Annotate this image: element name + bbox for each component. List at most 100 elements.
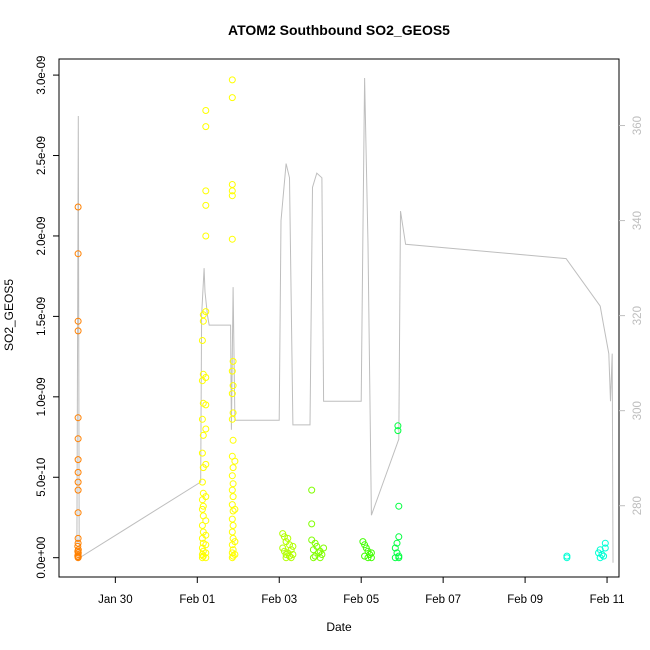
data-point [362,544,370,552]
y-tick-label: 0.0e+00 [36,537,48,579]
data-point [202,425,210,433]
data-point [202,374,210,381]
data-point [74,478,82,486]
chart-title: ATOM2 Southbound SO2_GEOS5 [228,22,450,38]
y2-tick-label: 360 [632,116,644,135]
data-point [228,192,236,200]
data-point [198,522,206,529]
data-point [74,317,82,325]
y-axis-label: SO2_GEOS5 [2,279,16,351]
data-point [74,456,82,464]
y-tick-label: 2.5e-09 [36,136,48,175]
data-point [202,517,210,525]
y2-tick-label: 280 [632,496,644,515]
data-point [231,505,239,513]
data-point [202,107,210,114]
data-point [74,486,82,494]
data-point [600,552,608,560]
secondary-series-line [76,77,614,563]
x-tick-label: Feb 05 [343,594,379,606]
data-point [308,520,316,528]
data-point [320,544,328,552]
data-point [74,534,82,542]
x-tick-label: Feb 09 [507,594,543,606]
data-point [601,539,609,547]
data-point [289,551,297,558]
data-point [228,235,236,243]
data-point [284,534,292,542]
data-point [202,401,210,409]
data-point [198,478,206,486]
data-point [231,457,239,465]
data-point [74,554,82,562]
data-point [202,531,210,539]
y-tick-label: 2.0e-09 [36,216,48,255]
secondary-trace [76,77,614,563]
data-point [282,551,290,558]
data-points [74,76,609,562]
data-point [391,544,399,552]
data-point [229,436,237,444]
data-point [391,554,399,562]
data-point [198,337,206,344]
data-point [199,317,207,325]
y-tick-label: 5.0e-10 [36,458,48,497]
data-point [74,468,82,476]
data-point [394,427,402,435]
data-point [229,507,237,515]
data-point [231,551,239,558]
data-point [286,541,293,549]
x-tick-label: Feb 11 [590,594,625,606]
data-point [596,554,604,562]
data-point [229,382,237,390]
data-point [202,187,210,195]
data-point [228,187,236,195]
x-axis: Jan 30 Feb 01 Feb 03 Feb 05 Feb 07 Feb 09 Feb … [98,577,625,606]
x-tick-label: Feb 01 [179,594,215,606]
data-point [229,480,237,488]
data-point [394,422,402,430]
data-point [316,554,324,562]
data-point [229,522,237,529]
data-point [228,94,236,102]
data-point [228,415,236,423]
data-point [367,549,375,557]
y2-tick-label: 300 [632,401,644,420]
data-point [202,123,210,131]
x-tick-label: Jan 30 [98,594,133,606]
data-point [309,554,317,562]
data-point [395,554,403,562]
data-point [395,502,403,510]
y-tick-label: 1.5e-09 [36,297,48,336]
data-point [308,486,316,494]
y2-tick-label: 340 [632,211,644,230]
y2-tick-label: 320 [632,306,644,325]
data-point [229,357,237,365]
x-tick-label: Feb 07 [425,594,461,606]
data-point [282,554,290,562]
data-point [202,549,210,557]
data-point [74,509,82,517]
data-point [202,460,210,468]
data-point [228,528,236,536]
data-point [198,415,206,423]
data-point [198,505,206,513]
data-point [202,201,210,209]
data-point [199,502,207,510]
data-point [361,552,369,560]
data-point [280,533,288,541]
data-point [231,538,239,546]
data-point [367,554,375,562]
data-point [309,546,317,554]
data-point [202,232,210,240]
data-point [228,181,236,188]
data-point [286,552,293,560]
data-point [395,533,403,541]
x-axis-label: Date [326,620,352,634]
data-point [601,544,609,552]
data-point [289,542,297,550]
data-point [229,464,237,472]
data-point [202,493,210,501]
data-point [228,486,236,494]
